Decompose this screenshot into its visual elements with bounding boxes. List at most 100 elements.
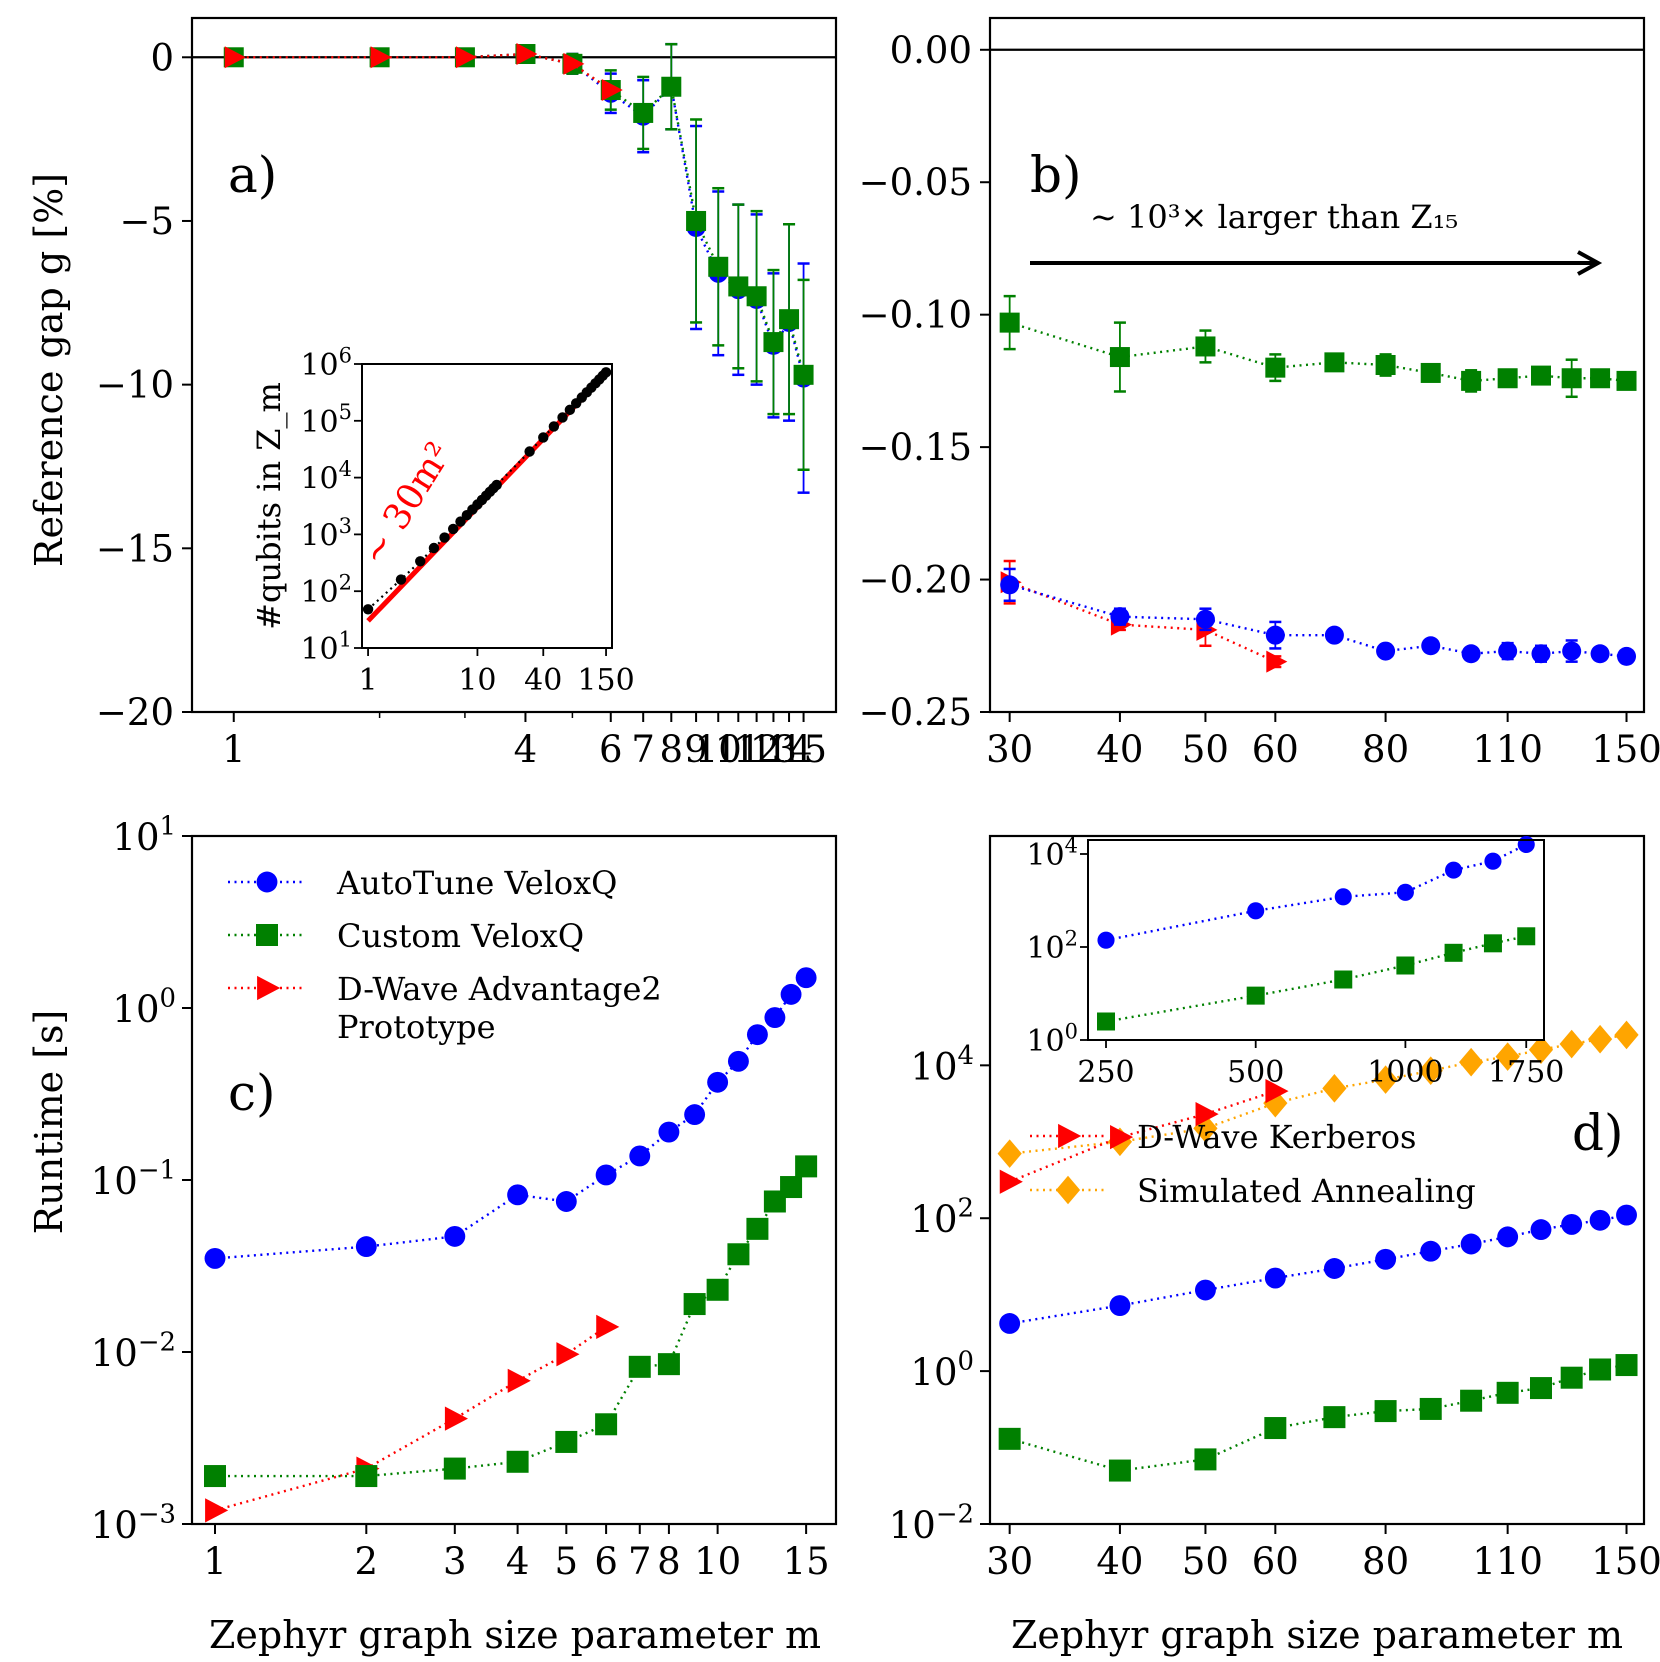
series-autotune-point [1376, 641, 1396, 661]
inset-point [455, 516, 466, 527]
panel-label-a: a) [228, 146, 277, 204]
series-adv2-point [224, 46, 246, 69]
series-autotune-point [727, 1050, 749, 1072]
series-autotune-point [1616, 1204, 1637, 1226]
series-autotune-line [214, 976, 808, 1260]
series-autotune-point [658, 1121, 680, 1143]
series-custom-point [1560, 1366, 1583, 1389]
inset-point [1097, 931, 1115, 949]
series-custom-point [746, 1217, 769, 1240]
y-axis-label-reference-gap: Reference gap g [%] [27, 173, 71, 567]
series-sa-point [1459, 1047, 1484, 1077]
inset-x-tick-label: 10 [458, 663, 496, 698]
series-custom-point [763, 332, 784, 353]
inset-point [600, 367, 612, 378]
legend-marker [257, 975, 281, 1001]
y-tick-label: 104 [910, 1041, 974, 1089]
series-custom-point [1419, 1397, 1442, 1420]
y-tick-label: −0.10 [859, 294, 972, 337]
series-custom-point [1108, 1459, 1131, 1482]
series-adv2-point [370, 46, 392, 69]
series-custom-point [1616, 370, 1637, 391]
series-kerberos-point [1110, 1125, 1134, 1150]
series-kerberos-point [1195, 1102, 1219, 1127]
x-tick-label: 50 [1182, 1540, 1229, 1583]
y-tick-label: −10 [96, 364, 174, 407]
series-custom-point [661, 76, 682, 97]
series-autotune-point [1561, 1213, 1583, 1235]
series-kerberos-point [1266, 650, 1288, 673]
series-custom-point [1590, 368, 1611, 389]
series-custom-point [1561, 368, 1582, 389]
inset-y-label: #qubits in Z_m [250, 382, 288, 630]
series-adv2-line [233, 52, 612, 92]
legend-label-adv2-line2: Prototype [337, 1008, 496, 1046]
inset-point [491, 479, 502, 491]
x-axis-label-left: Zephyr graph size parameter m [209, 1613, 821, 1657]
series-custom-point [633, 102, 654, 123]
series-kerberos-line [1009, 581, 1276, 663]
axes-frame-b [988, 16, 1646, 714]
y-tick-label: −0.15 [859, 426, 972, 469]
legend-d: D-Wave Kerberos Simulated Annealing [1137, 1118, 1476, 1210]
inset-x-tick-label: 250 [1077, 1055, 1134, 1090]
x-tick-label: 9 [684, 728, 708, 771]
inset-y-tick-label: 105 [300, 400, 352, 440]
inset-point [1517, 927, 1536, 946]
series-autotune-line [1009, 583, 1627, 658]
series-adv2-point [601, 79, 623, 102]
series-autotune-point [1497, 1226, 1519, 1248]
inset-point [428, 542, 440, 554]
legend-label-sa: Simulated Annealing [1137, 1172, 1476, 1210]
series-custom-point [1529, 1377, 1552, 1400]
series-autotune-point [746, 1024, 768, 1046]
series-autotune-point [1590, 644, 1610, 664]
inset-y-tick-label: 106 [300, 343, 352, 383]
series-autotune-point [1195, 609, 1215, 629]
x-tick-label: 8 [660, 728, 684, 771]
y-tick-label: 0 [150, 36, 174, 79]
x-tick-label: 30 [986, 728, 1033, 771]
series-autotune-point [355, 1236, 377, 1258]
x-tick-label: 4 [514, 728, 538, 771]
inset-y-tick-label: 104 [300, 457, 352, 497]
series-sa-point [1495, 1042, 1520, 1071]
inset-x-tick-label: 40 [524, 663, 562, 698]
y-tick-label: −5 [119, 200, 174, 243]
series-autotune-point [707, 1071, 729, 1093]
x-tick-label: 110 [1472, 728, 1543, 771]
x-tick-label: 8 [657, 1540, 681, 1583]
series-kerberos-point [1265, 1079, 1289, 1104]
series-adv2-point [556, 1342, 580, 1367]
series-sa-point [1559, 1029, 1584, 1059]
series-custom-point [1324, 352, 1345, 373]
y-tick-label: −0.25 [859, 691, 972, 734]
series-custom-point [686, 210, 707, 231]
series-autotune-point [204, 1247, 226, 1269]
inset-point [1334, 888, 1352, 906]
series-adv2-line [214, 1325, 607, 1512]
series-custom-point [657, 1353, 680, 1376]
panel-label-d: d) [1572, 1104, 1624, 1162]
panel-label-b: b) [1030, 146, 1082, 204]
y-tick-label: −20 [96, 691, 174, 734]
series-custom-point [203, 1465, 226, 1488]
series-autotune-point [1420, 1240, 1442, 1262]
series-sa-point [1614, 1020, 1639, 1050]
inset-x-tick-label: 500 [1227, 1055, 1284, 1090]
inset-y-tick-label: 100 [1026, 1019, 1078, 1059]
x-tick-label: 80 [1362, 728, 1409, 771]
y-tick-label: −0.20 [859, 559, 972, 602]
y-tick-label: 10−2 [889, 1499, 974, 1547]
inset-x-tick-label: 150 [577, 663, 634, 698]
series-autotune-point [629, 1145, 651, 1167]
legend-c: AutoTune VeloxQ Custom VeloxQ D-Wave Adv… [336, 864, 662, 1046]
series-custom-point [727, 1243, 750, 1266]
series-autotune-point [1324, 625, 1344, 645]
x-tick-label: 12 [733, 728, 780, 771]
series-custom-point [1461, 370, 1482, 391]
series-autotune-point [1531, 644, 1551, 664]
panel-b-reference-gap-large: 30 40 50 60 80 110 150 0.00 −0.05 −0.10 −0.15 −0.20… [859, 16, 1660, 771]
panel-d-runtime-large: 30 40 50 60 80 110 15010410210010−210410210025… [889, 833, 1660, 1583]
series-custom-point [708, 256, 729, 277]
